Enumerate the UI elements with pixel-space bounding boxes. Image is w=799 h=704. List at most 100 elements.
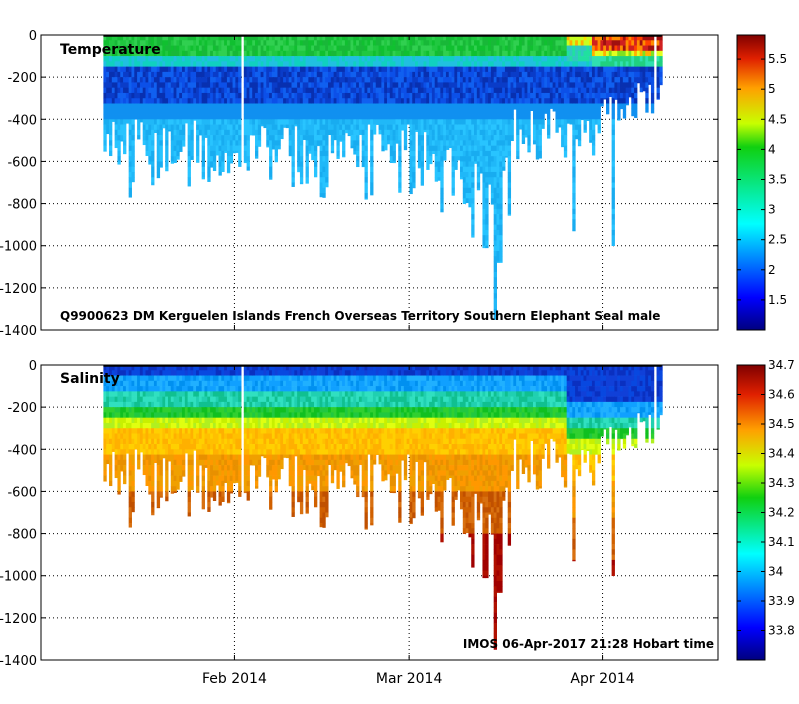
temperature-profile-cell [103,140,106,146]
temperature-profile-cell [342,135,345,141]
temperature-profile-cell [325,140,328,146]
colorbar-tick-label: 1.5 [768,293,787,307]
temperature-profile-cell [300,140,303,146]
temperature-profile-cell [623,109,626,115]
temperature-profile-cell [572,172,575,178]
salinity-profile-cell [131,491,134,497]
salinity-profile-cell [103,470,106,476]
temperature-profile-cell [511,125,514,131]
temperature-profile-cell [578,140,581,146]
temperature-profile-cell [443,151,446,157]
temperature-profile-cell [612,172,615,178]
temperature-profile-cell [485,193,488,199]
temperature-profile-cell [522,140,525,144]
salinity-profile-cell [109,470,112,476]
temperature-profile-cell [398,188,401,193]
temperature-profile-cell [499,230,502,236]
temperature-profile-cell [516,130,519,136]
temperature-profile-cell [131,156,134,162]
temperature-profile-cell [508,214,511,216]
temperature-profile-cell [606,109,609,115]
temperature-profile-cell [412,151,415,157]
temperature-profile-cell [516,140,519,146]
temperature-profile-cell [572,151,575,157]
temperature-profile-cell [452,188,455,194]
temperature-profile-cell [103,151,106,152]
temperature-profile-cell [306,177,309,183]
temperature-profile-cell [527,125,530,131]
temperature-profile-cell [426,167,429,170]
temperature-profile-cell [454,167,457,170]
temperature-profile-cell [440,193,443,199]
temperature-profile-cell [109,146,112,152]
temperature-profile-cell [412,167,415,173]
temperature-profile-cell [508,198,511,204]
temperature-profile-cell [471,183,474,189]
temperature-profile-cell [331,140,334,146]
temperature-profile-cell [160,130,163,136]
temperature-profile-cell [572,161,575,167]
temperature-profile-cell [398,146,401,152]
temperature-profile-cell [398,130,401,136]
temperature-profile-cell [651,88,654,94]
temperature-profile-cell [269,151,272,157]
temperature-profile-cell [598,109,601,115]
temperature-profile-cell [494,283,497,289]
colorbar-tick-label: 4 [768,142,776,156]
salinity-profile-cell [131,507,134,512]
temperature-profile-cell [255,151,258,157]
temperature-profile-cell [592,130,595,136]
temperature-profile-cell [109,125,112,131]
temperature-profile-cell [634,82,637,88]
temperature-profile-cell [440,183,443,189]
temperature-profile-cell [300,172,303,178]
salinity-profile-cell [109,465,112,471]
temperature-profile-cell [421,172,424,178]
temperature-profile-cell [160,146,163,152]
temperature-profile-cell [238,40,241,46]
temperature-profile-cell [325,151,328,157]
temperature-profile-cell [657,98,660,99]
y-tick-label: -800 [7,198,37,213]
temperature-profile-cell [572,188,575,194]
temperature-profile-cell [370,188,373,194]
temperature-profile-cell [103,135,106,141]
temperature-profile-cell [657,88,660,94]
temperature-profile-cell [117,156,120,162]
temperature-profile-cell [202,172,205,178]
temperature-profile-cell [659,61,662,67]
temperature-profile-cell [131,167,134,173]
colorbar-tick-label: 5 [768,82,776,96]
temperature-profile-cell [409,193,412,194]
temperature-profile-cell [275,156,278,162]
temperature-profile-cell [202,140,205,146]
temperature-profile-cell [238,146,241,152]
temperature-profile-cell [645,103,648,109]
temperature-profile-cell [393,156,396,162]
temperature-profile-cell [356,151,359,157]
temperature-profile-cell [421,177,424,183]
temperature-profile-cell [238,88,241,94]
temperature-profile-cell [370,172,373,178]
temperature-profile-cell [539,135,542,141]
temperature-profile-cell [292,167,295,173]
temperature-profile-cell [547,125,550,131]
salinity-profile-cell [137,460,140,466]
temperature-profile-cell [572,146,575,152]
temperature-profile-cell [404,135,407,141]
temperature-profile-cell [393,146,396,152]
temperature-profile-cell [165,156,168,162]
temperature-profile-cell [471,177,474,183]
temperature-profile-cell [612,125,615,131]
temperature-profile-cell [131,151,134,157]
temperature-profile-cell [336,151,339,157]
temperature-profile-cell [398,161,401,167]
temperature-profile-cell [592,125,595,131]
temperature-profile-cell [238,56,241,62]
temperature-profile-cell [612,161,615,167]
temperature-profile-cell [365,140,368,146]
temperature-profile-cell [598,130,601,133]
temperature-profile-cell [651,109,654,114]
temperature-profile-cell [202,146,205,152]
temperature-profile-cell [109,135,112,141]
